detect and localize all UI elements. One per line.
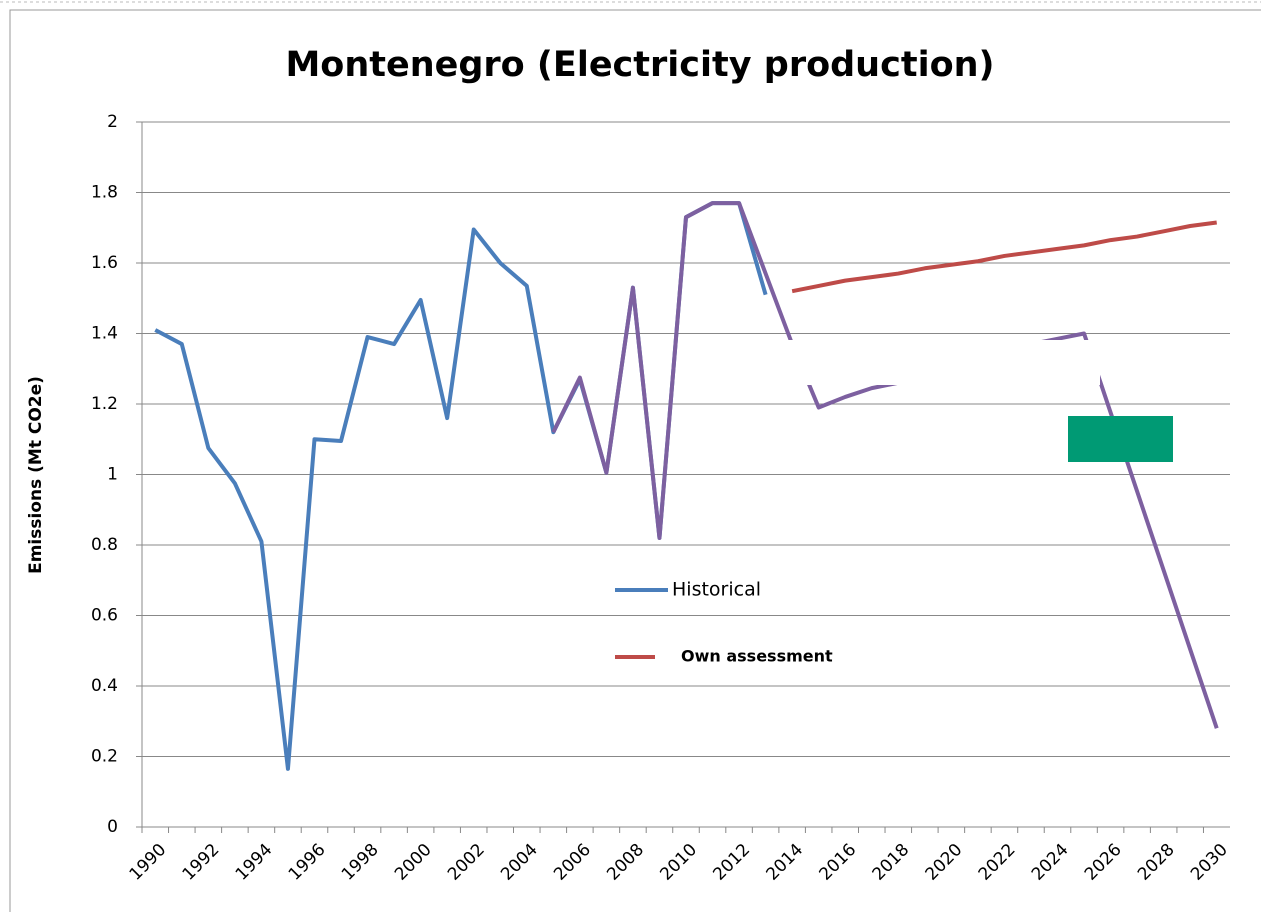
- chart-title: Montenegro (Electricity production): [285, 45, 994, 85]
- series-line: [551, 201, 1219, 729]
- y-tick-label: 1: [107, 465, 118, 485]
- y-tick-label: 0: [107, 817, 118, 837]
- legend-label: Own assessment: [681, 647, 833, 666]
- y-tick-label: 1.2: [91, 394, 118, 414]
- y-tick-label: 0.6: [91, 606, 118, 626]
- y-tick-label: 2: [107, 112, 118, 132]
- legend-label: Historical: [672, 579, 761, 601]
- y-axis-label: Emissions (Mt CO2e): [26, 376, 46, 574]
- y-tick-label: 1.4: [91, 324, 118, 344]
- overlay-box: [1068, 416, 1173, 462]
- y-tick-label: 0.4: [91, 676, 118, 696]
- series-line: [791, 220, 1217, 294]
- y-tick-label: 0.8: [91, 535, 118, 555]
- y-tick-label: 1.6: [91, 253, 118, 273]
- y-tick-label: 1.8: [91, 183, 118, 203]
- overlay-mask: [788, 340, 1100, 385]
- y-tick-label: 0.2: [91, 747, 118, 767]
